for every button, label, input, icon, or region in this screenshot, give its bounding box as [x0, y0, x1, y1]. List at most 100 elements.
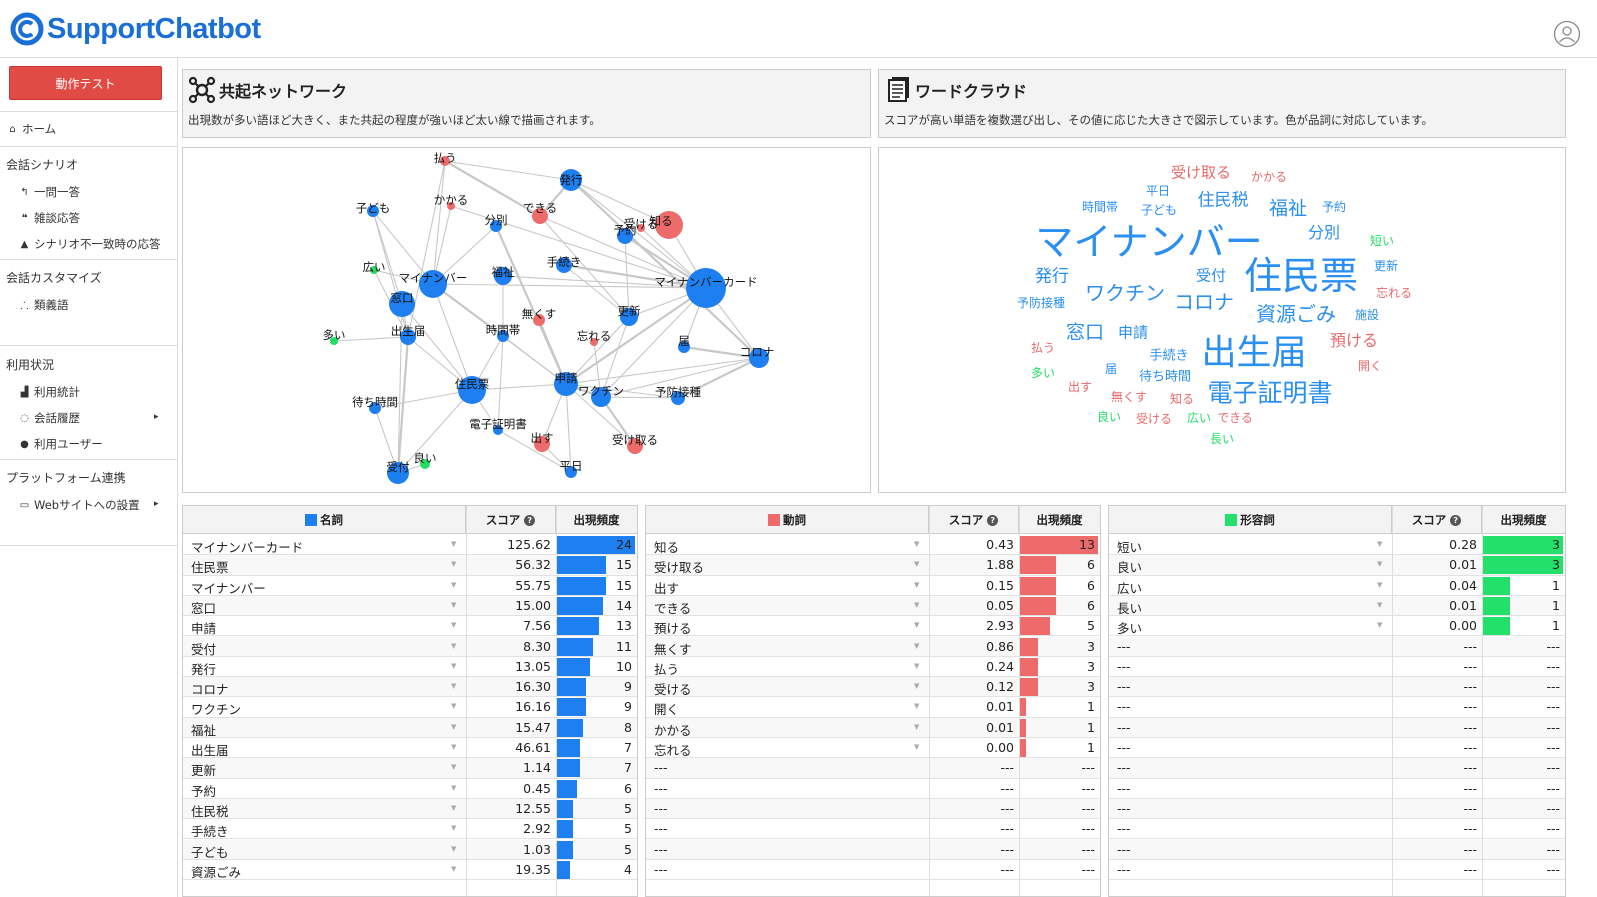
table-row[interactable]: --- --- --- [1109, 819, 1565, 840]
network-node[interactable] [590, 338, 598, 346]
network-node[interactable] [490, 220, 502, 232]
table-row[interactable]: 受付 ▼ 8.30 11 [183, 636, 637, 657]
table-row[interactable]: 住民票 ▼ 56.32 15 [183, 555, 637, 576]
network-node[interactable] [367, 205, 379, 217]
column-header-frequency[interactable]: 出現頻度 [1036, 513, 1083, 527]
network-node[interactable] [420, 459, 430, 469]
column-header-score[interactable]: スコア? [1392, 506, 1482, 534]
table-row[interactable]: 更新 ▼ 1.14 7 [183, 758, 637, 779]
network-node[interactable] [533, 314, 545, 326]
table-row[interactable]: --- --- --- [1109, 697, 1565, 718]
dropdown-caret-icon[interactable]: ▼ [1377, 560, 1383, 569]
table-row[interactable]: --- --- --- [646, 819, 1100, 840]
table-row[interactable]: 子ども ▼ 1.03 5 [183, 839, 637, 860]
table-row[interactable]: マイナンバー ▼ 55.75 15 [183, 576, 637, 596]
dropdown-caret-icon[interactable]: ▼ [1377, 600, 1383, 609]
network-node[interactable] [554, 372, 578, 396]
dropdown-caret-icon[interactable]: ▼ [451, 743, 457, 751]
sidebar-item-stats[interactable]: ▟ 利用統計 [18, 384, 80, 400]
dropdown-caret-icon[interactable]: ▼ [914, 600, 920, 609]
user-account-icon[interactable] [1553, 20, 1581, 48]
network-node[interactable] [637, 224, 645, 232]
table-row[interactable]: 住民税 ▼ 12.55 5 [183, 798, 637, 820]
dropdown-caret-icon[interactable]: ▼ [1377, 580, 1383, 589]
dropdown-caret-icon[interactable]: ▼ [451, 621, 457, 630]
cooccurrence-network[interactable]: 払う 発行 子ども かかる 分別 できる 受ける 知る 予約 広い マイナンバー 福祉 手続き マイナンバ… [182, 147, 871, 493]
table-row[interactable]: --- --- --- [646, 860, 1100, 881]
table-row[interactable]: コロナ ▼ 16.30 9 [183, 677, 637, 698]
dropdown-caret-icon[interactable]: ▼ [914, 621, 920, 630]
table-row[interactable]: 資源ごみ ▼ 19.35 4 [183, 860, 637, 881]
dropdown-caret-icon[interactable]: ▼ [451, 540, 457, 548]
dropdown-caret-icon[interactable]: ▼ [451, 864, 457, 873]
table-row[interactable]: 広い ▼ 0.04 1 [1109, 576, 1565, 596]
dropdown-caret-icon[interactable]: ▼ [451, 560, 457, 569]
network-node[interactable] [330, 337, 338, 345]
dropdown-caret-icon[interactable]: ▼ [451, 702, 457, 711]
network-node[interactable] [370, 266, 378, 274]
network-node[interactable] [532, 208, 548, 224]
help-icon[interactable]: ? [524, 514, 536, 526]
dropdown-caret-icon[interactable]: ▼ [914, 682, 920, 691]
table-row[interactable]: 忘れる ▼ 0.00 1 [646, 738, 1100, 759]
network-node[interactable] [447, 202, 455, 210]
help-icon[interactable]: ? [1450, 514, 1462, 526]
network-node[interactable] [617, 228, 633, 244]
table-row[interactable]: 出生届 ▼ 46.61 7 [183, 738, 637, 759]
table-row[interactable]: 手続き ▼ 2.92 5 [183, 819, 637, 840]
table-row[interactable]: 長い ▼ 0.01 1 [1109, 595, 1565, 617]
network-node[interactable] [671, 391, 685, 405]
network-node[interactable] [389, 291, 415, 317]
dropdown-caret-icon[interactable]: ▼ [914, 661, 920, 670]
network-node[interactable] [419, 270, 447, 298]
network-node[interactable] [678, 341, 690, 353]
table-row[interactable]: --- --- --- [1109, 677, 1565, 698]
sidebar-item-synonyms[interactable]: ⸫ 類義語 [18, 297, 68, 313]
table-row[interactable]: --- --- --- [1109, 779, 1565, 799]
network-node[interactable] [458, 376, 486, 404]
dropdown-caret-icon[interactable]: ▼ [914, 722, 920, 731]
dropdown-caret-icon[interactable]: ▼ [451, 844, 457, 853]
table-row[interactable]: 受け取る ▼ 1.88 6 [646, 555, 1100, 576]
network-node[interactable] [387, 462, 409, 484]
network-node[interactable] [400, 329, 416, 345]
dropdown-caret-icon[interactable]: ▼ [451, 824, 457, 833]
network-node[interactable] [655, 211, 683, 239]
column-header-word[interactable]: 動詞 [646, 506, 929, 534]
table-row[interactable]: ワクチン ▼ 16.16 9 [183, 697, 637, 718]
network-node[interactable] [497, 330, 509, 342]
table-row[interactable]: --- --- --- [646, 779, 1100, 799]
network-node[interactable] [620, 308, 638, 326]
sidebar-item-smalltalk[interactable]: ❝ 雑談応答 [18, 210, 80, 226]
table-row[interactable]: --- --- --- [1109, 657, 1565, 678]
test-run-button[interactable]: 動作テスト [9, 66, 162, 100]
sidebar-item-qa[interactable]: ↰ 一問一答 [18, 184, 80, 200]
table-row[interactable]: 窓口 ▼ 15.00 14 [183, 595, 637, 617]
table-row[interactable]: 受ける ▼ 0.12 3 [646, 677, 1100, 698]
dropdown-caret-icon[interactable]: ▼ [914, 560, 920, 569]
table-row[interactable]: --- --- --- [1109, 798, 1565, 820]
table-row[interactable]: --- --- --- [1109, 758, 1565, 779]
table-row[interactable]: --- --- --- [1109, 717, 1565, 738]
network-node[interactable] [627, 438, 643, 454]
sidebar-item-users[interactable]: ● 利用ユーザー [18, 436, 103, 452]
network-node[interactable] [565, 466, 577, 478]
dropdown-caret-icon[interactable]: ▼ [451, 661, 457, 670]
table-row[interactable]: 出す ▼ 0.15 6 [646, 576, 1100, 596]
table-row[interactable]: --- --- --- [1109, 636, 1565, 657]
network-node[interactable] [560, 169, 582, 191]
dropdown-caret-icon[interactable]: ▼ [1377, 621, 1383, 630]
network-node[interactable] [556, 257, 572, 273]
column-header-score[interactable]: スコア? [929, 506, 1019, 534]
table-row[interactable]: できる ▼ 0.05 6 [646, 595, 1100, 617]
dropdown-caret-icon[interactable]: ▼ [451, 641, 457, 650]
app-logo[interactable]: SupportChatbot [10, 11, 261, 47]
table-row[interactable]: 開く ▼ 0.01 1 [646, 697, 1100, 718]
table-row[interactable]: 短い ▼ 0.28 3 [1109, 535, 1565, 556]
column-header-frequency[interactable]: 出現頻度 [1500, 513, 1547, 527]
dropdown-caret-icon[interactable]: ▼ [914, 540, 920, 548]
network-node[interactable] [591, 387, 611, 407]
network-node[interactable] [369, 402, 381, 414]
network-node[interactable] [686, 268, 726, 308]
dropdown-caret-icon[interactable]: ▼ [451, 763, 457, 772]
